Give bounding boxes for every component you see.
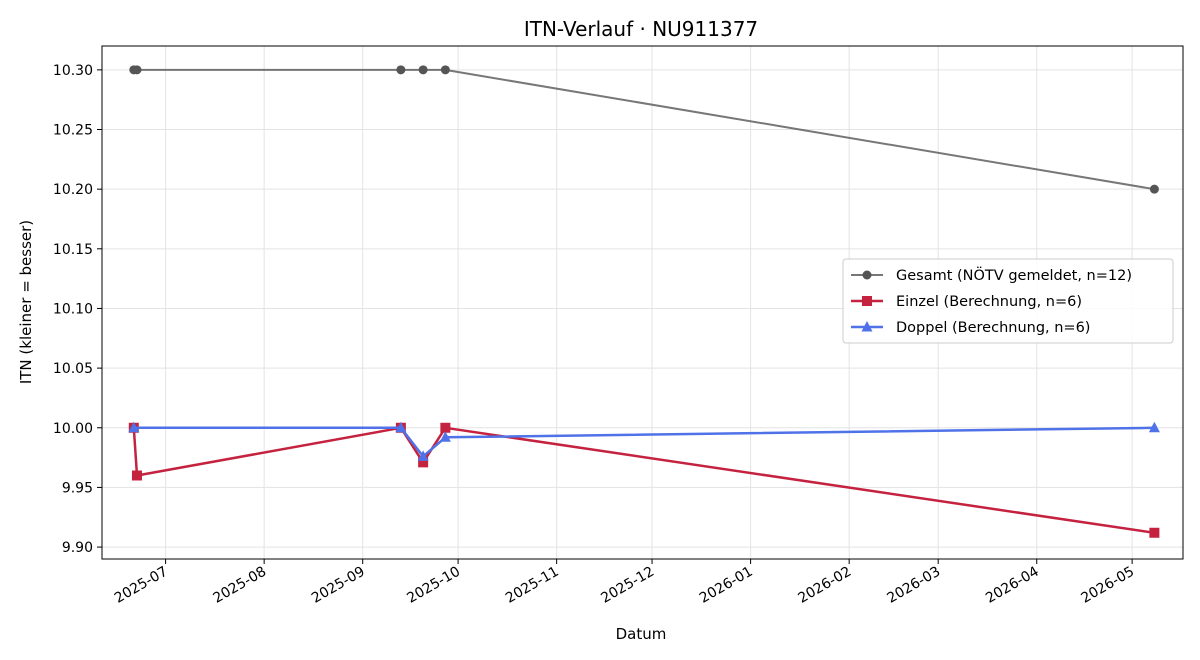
legend-label: Einzel (Berechnung, n=6) [896, 294, 1082, 310]
y-tick-label: 10.00 [53, 421, 93, 437]
x-tick-label: 2026-03 [885, 564, 944, 607]
legend-label: Gesamt (NÖTV gemeldet, n=12) [896, 266, 1132, 284]
series-layer [128, 65, 1160, 538]
y-tick-label: 9.95 [62, 480, 93, 496]
x-tick-label: 2025-10 [404, 564, 463, 607]
y-tick-label: 10.05 [53, 361, 93, 377]
data-point [131, 470, 142, 481]
x-tick-label: 2025-11 [503, 564, 562, 607]
legend-label: Doppel (Berechnung, n=6) [896, 320, 1090, 336]
legend-box [842, 258, 1174, 344]
series-square [128, 422, 1160, 538]
data-point [1149, 184, 1159, 194]
legend-item: Gesamt (NÖTV gemeldet, n=12) [851, 266, 1132, 284]
y-tick-label: 9.90 [62, 540, 93, 556]
x-tick-label: 2026-01 [697, 564, 756, 607]
x-tick-label: 2025-12 [598, 564, 657, 607]
grid [102, 46, 1183, 559]
data-point [418, 65, 428, 75]
plot-frame [101, 45, 1184, 560]
data-point [1148, 421, 1160, 433]
y-axis-label: ITN (kleiner = besser) [17, 220, 35, 384]
data-point [395, 421, 407, 433]
data-point [132, 65, 142, 75]
data-point [439, 431, 451, 442]
x-tick-label: 2025-09 [309, 564, 368, 607]
data-point [396, 65, 406, 75]
data-point [440, 65, 450, 75]
y-tick-label: 10.15 [53, 242, 93, 258]
series-line [132, 426, 1155, 535]
data-point [417, 450, 429, 461]
data-point [440, 422, 451, 433]
y-tick-label: 10.10 [53, 301, 93, 317]
y-tick-label: 10.25 [53, 123, 93, 139]
x-tick-label: 2026-05 [1078, 564, 1137, 607]
x-tick-label: 2026-02 [795, 564, 854, 607]
y-tick-label: 10.30 [53, 63, 93, 79]
x-tick-label: 2025-08 [210, 564, 269, 607]
legend-swatch-marker [862, 270, 872, 280]
legend: Gesamt (NÖTV gemeldet, n=12) Einzel (Bere… [842, 258, 1174, 344]
series-line [133, 426, 1155, 458]
legend-swatch-marker [862, 296, 872, 306]
legend-item: Doppel (Berechnung, n=6) [851, 320, 1090, 336]
series-triangle [128, 421, 1160, 461]
x-tick-label: 2025-07 [112, 564, 171, 607]
y-tick-label: 10.20 [53, 182, 93, 198]
chart-title: ITN-Verlauf · NU911377 [524, 17, 758, 41]
series-circle [129, 65, 1159, 194]
data-point [418, 457, 429, 468]
legend-swatch-marker [861, 321, 873, 332]
x-axis-label: Datum [616, 625, 667, 643]
legend-item: Einzel (Berechnung, n=6) [851, 294, 1082, 310]
data-point [1149, 527, 1160, 538]
data-point [128, 421, 140, 433]
x-tick-label: 2026-04 [983, 564, 1042, 607]
